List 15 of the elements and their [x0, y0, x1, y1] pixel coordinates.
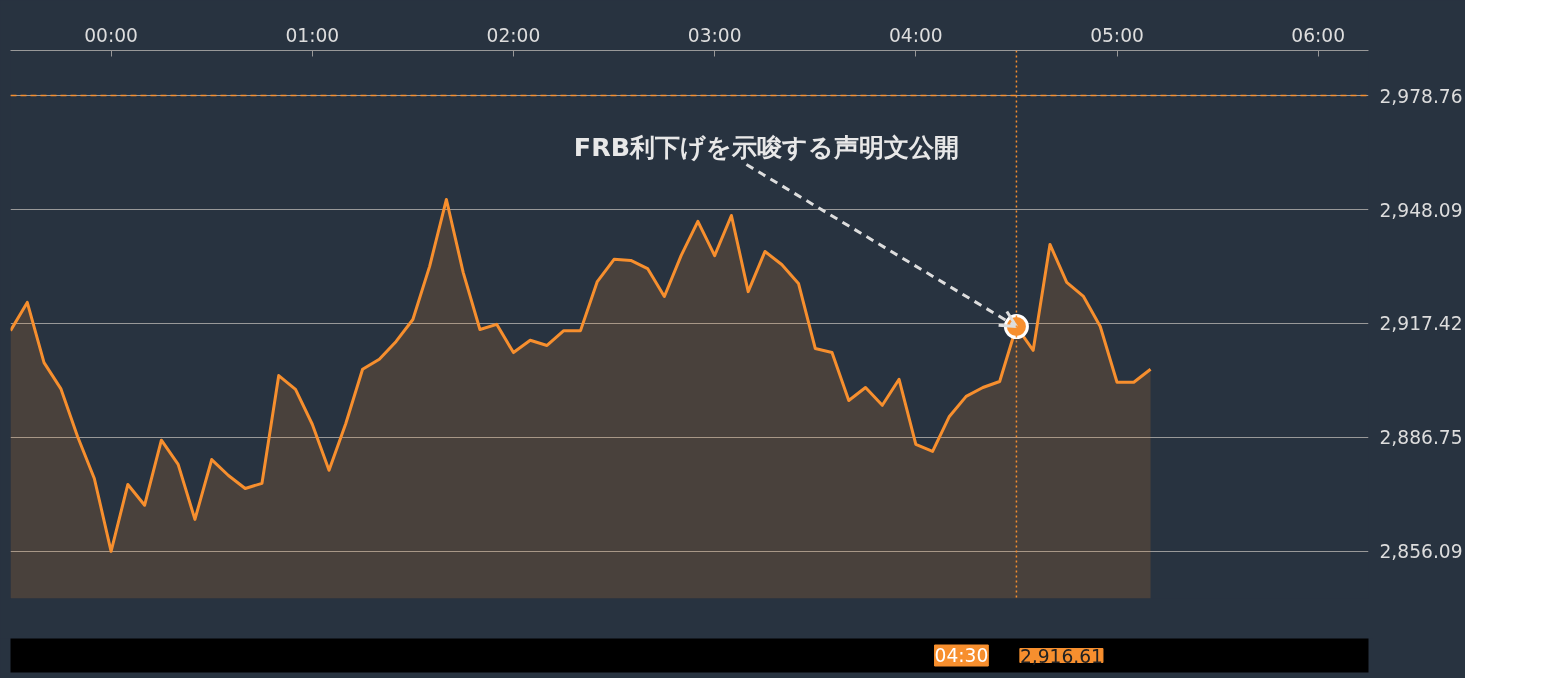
y-tick-label: 2,978.76: [1379, 85, 1463, 107]
x-tick-label: 01:00: [285, 24, 340, 46]
text: 04:30: [934, 645, 989, 666]
y-tick-label: 2,886.75: [1379, 427, 1463, 449]
x-tick-label: 06:00: [1291, 24, 1346, 46]
y-tick-label: 2,948.09: [1379, 199, 1463, 221]
annotation: FRB利下げを示唆する声明文公開: [573, 131, 959, 162]
y-tick-label: 2,917.42: [1379, 313, 1463, 335]
x-tick-label: 02:00: [486, 24, 541, 46]
x-tick-label: 00:00: [84, 24, 138, 46]
x-tick-label: 04:00: [888, 24, 943, 46]
x-tick-label: 05:00: [1090, 24, 1144, 46]
y-tick-label: 2,856.09: [1379, 541, 1463, 563]
text: 2,916.61: [1019, 645, 1103, 667]
x-tick-label: 03:00: [687, 24, 742, 46]
